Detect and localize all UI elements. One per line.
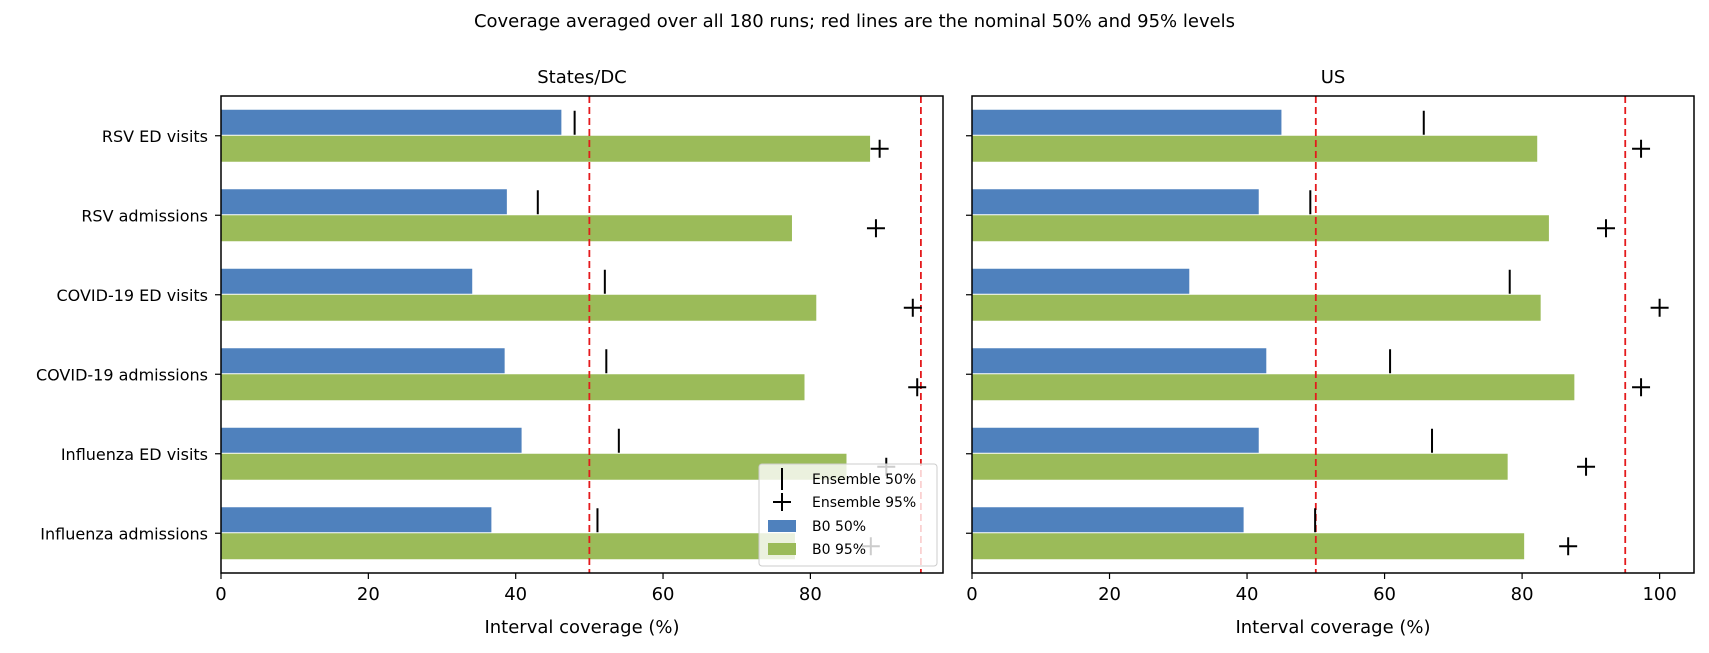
figure-title: Coverage averaged over all 180 runs; red… [474,11,1235,32]
chart-title: US [1321,67,1346,88]
y-tick-label: RSV ED visits [102,127,208,146]
bar-b0-95 [972,135,1538,162]
legend-label: B0 50% [812,519,866,535]
legend-swatch-b0-95 [768,543,796,555]
x-tick-label: 60 [652,584,675,605]
ensemble-95-marker [870,139,889,158]
bar-b0-50 [972,189,1259,215]
x-tick-label: 80 [1511,584,1534,605]
chart-title: States/DC [537,67,627,88]
ensemble-95-marker [903,298,922,317]
bar-b0-95 [221,374,805,401]
bar-b0-95 [972,215,1549,242]
x-tick-label: 40 [504,584,527,605]
bar-b0-95 [972,374,1575,401]
bar-b0-95 [221,533,795,560]
bar-b0-50 [972,268,1190,294]
legend-label: Ensemble 95% [812,495,916,511]
ensemble-95-marker [1632,378,1651,397]
legend-box [758,463,938,567]
x-tick-label: 60 [1373,584,1396,605]
ensemble-95-marker [908,378,927,397]
plot-frame [220,95,944,574]
bar-b0-95 [972,294,1541,321]
bar-b0-50 [221,507,492,533]
ensemble-95-marker [1632,139,1651,158]
x-axis-label: Interval coverage (%) [1235,617,1430,638]
chart-panels: States/DC RSV ED visits RSV admissions COVI… [36,67,1695,638]
bar-b0-50 [972,109,1282,135]
ensemble-95-marker [1559,537,1578,556]
bar-b0-50 [221,189,507,215]
bar-b0-50 [221,268,473,294]
bar-b0-95 [972,533,1525,560]
ensemble-95-marker [1650,298,1669,317]
bar-b0-95 [221,294,817,321]
bar-b0-50 [221,109,562,135]
bar-b0-50 [221,348,505,374]
bar-b0-50 [972,348,1267,374]
x-tick-label: 0 [215,584,226,605]
legend-label: B0 95% [812,542,866,558]
ensemble-95-marker [1577,457,1596,476]
bar-b0-50 [221,427,522,453]
x-tick-label: 20 [357,584,380,605]
x-tick-label: 40 [1236,584,1259,605]
bar-b0-95 [221,453,847,480]
ensemble-95-marker [1596,219,1615,238]
y-tick-label: RSV admissions [81,206,208,225]
bar-b0-50 [972,507,1244,533]
x-tick-label: 0 [966,584,977,605]
x-tick-label: 20 [1098,584,1121,605]
plot-frame [971,95,1695,574]
chart-panel-states-dc: States/DC RSV ED visits RSV admissions COVI… [36,67,944,638]
x-tick-label: 100 [1642,584,1676,605]
chart-panel-us: US 0 20 40 60 80 100 Interval coverage (%) [966,67,1695,638]
legend-label: Ensemble 50% [812,472,916,488]
y-tick-label: COVID-19 admissions [36,365,208,384]
legend: Ensemble 50% Ensemble 95% B0 50% B0 95% [758,463,938,567]
x-tick-label: 80 [799,584,822,605]
x-axis-label: Interval coverage (%) [484,617,679,638]
bar-b0-95 [972,453,1508,480]
legend-swatch-b0-50 [768,520,796,532]
legend-marker-ensemble-95 [773,493,791,511]
y-tick-label: Influenza admissions [40,524,208,543]
bar-b0-50 [972,427,1259,453]
y-tick-label: COVID-19 ED visits [56,286,208,305]
bar-b0-95 [221,215,792,242]
bar-b0-95 [221,135,871,162]
ensemble-95-marker [866,219,885,238]
y-tick-label: Influenza ED visits [61,445,208,464]
